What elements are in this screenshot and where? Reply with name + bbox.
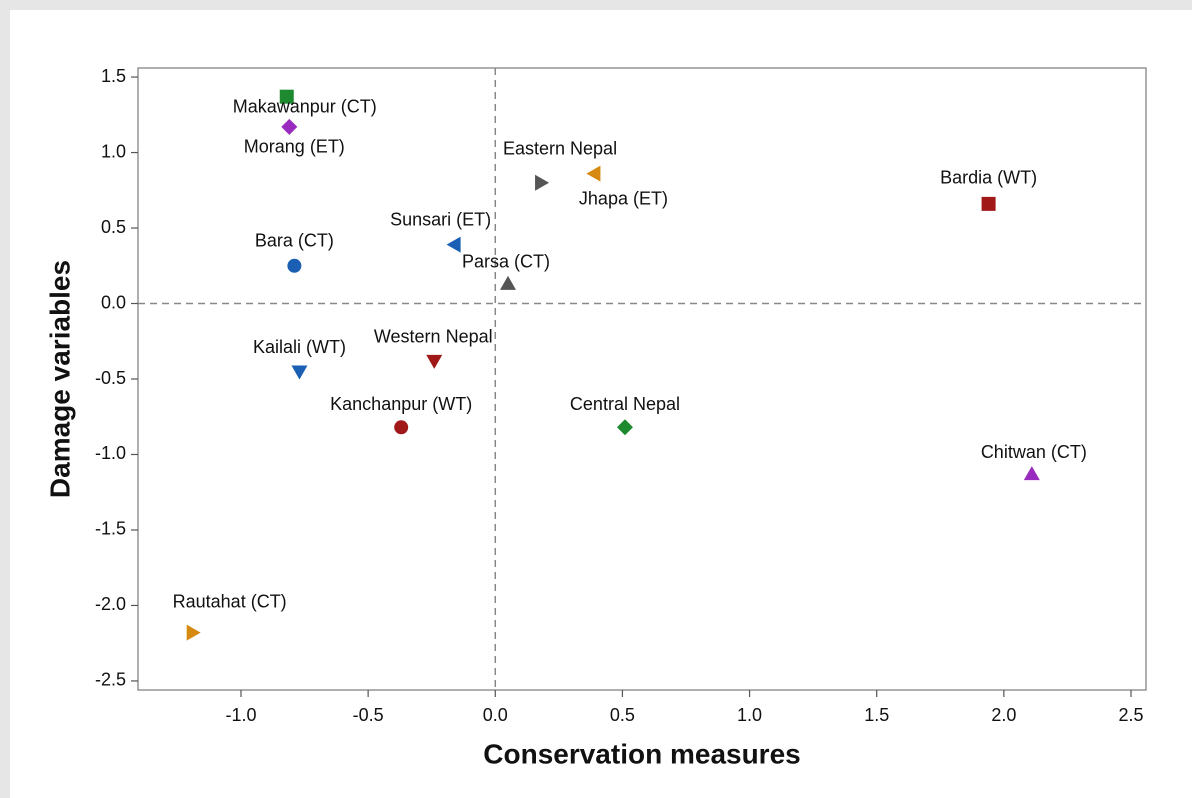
point	[287, 258, 302, 273]
point	[291, 365, 308, 380]
point-label: Eastern Nepal	[503, 138, 617, 158]
point	[426, 354, 443, 369]
y-tick-label: -0.5	[95, 368, 126, 388]
point-label: Kailali (WT)	[253, 337, 346, 357]
y-tick-label: 0.0	[101, 292, 126, 312]
y-tick-label: 0.5	[101, 217, 126, 237]
point-label: Western Nepal	[374, 327, 493, 347]
point	[616, 419, 633, 436]
x-tick-label: 2.0	[991, 705, 1016, 725]
point-label: Bardia (WT)	[940, 168, 1037, 188]
point-label: Parsa (CT)	[462, 252, 550, 272]
plot-frame	[137, 67, 1147, 691]
point	[535, 174, 550, 191]
x-tick-label: 0.0	[483, 705, 508, 725]
point	[981, 196, 996, 211]
y-tick-label: 1.0	[101, 141, 126, 161]
y-tick-label: -1.5	[95, 519, 126, 539]
point-label: Makawanpur (CT)	[233, 96, 377, 116]
point	[186, 624, 201, 641]
point	[499, 275, 516, 290]
y-tick-label: -2.0	[95, 594, 126, 614]
x-axis-title: Conservation measures	[483, 738, 800, 769]
x-tick-label: 0.5	[610, 705, 635, 725]
point-label: Rautahat (CT)	[173, 591, 287, 611]
point	[281, 118, 298, 135]
point-label: Morang (ET)	[244, 137, 345, 157]
x-tick-label: 1.0	[737, 705, 762, 725]
point	[586, 165, 601, 182]
x-tick-label: -1.0	[225, 705, 256, 725]
point-label: Kanchanpur (WT)	[330, 394, 472, 414]
y-tick-label: -1.0	[95, 443, 126, 463]
point-label: Jhapa (ET)	[579, 188, 668, 208]
point	[1023, 466, 1040, 481]
point	[279, 89, 294, 104]
point-label: Central Nepal	[570, 394, 680, 414]
x-tick-label: 2.5	[1118, 705, 1143, 725]
y-tick-label: 1.5	[101, 66, 126, 86]
x-tick-label: 1.5	[864, 705, 889, 725]
point-label: Chitwan (CT)	[981, 442, 1087, 462]
point-label: Bara (CT)	[255, 231, 334, 251]
y-axis-title: Damage variables	[44, 260, 75, 498]
point	[446, 236, 461, 253]
point	[394, 420, 409, 435]
y-tick-label: -2.5	[95, 670, 126, 690]
x-tick-label: -0.5	[353, 705, 384, 725]
point-label: Sunsari (ET)	[390, 209, 491, 229]
